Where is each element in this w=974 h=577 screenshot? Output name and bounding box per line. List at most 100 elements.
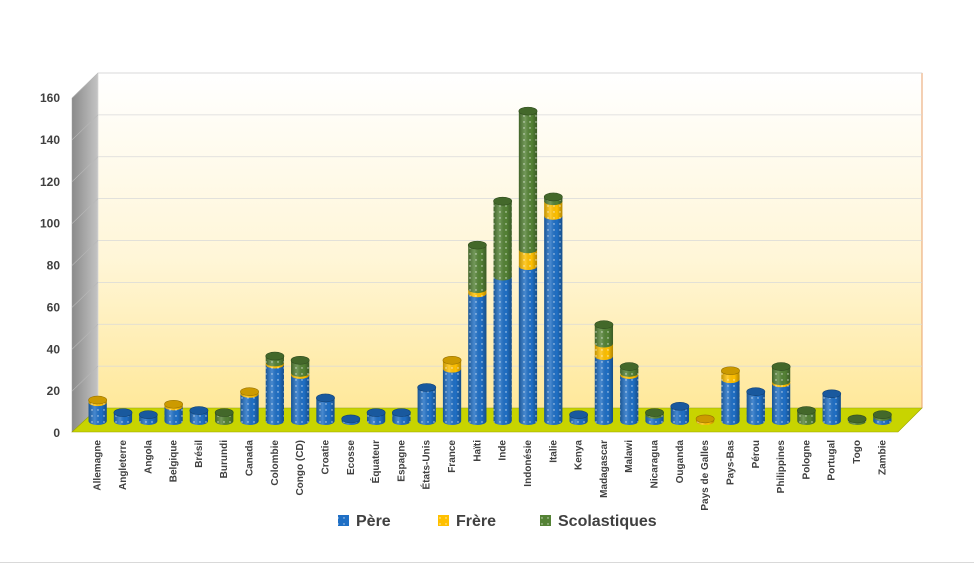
x-category-label: France: [447, 440, 458, 473]
bar-segment-texture: [594, 343, 614, 361]
bar-segment-texture: [544, 215, 563, 425]
y-tick-label: 80: [47, 259, 61, 273]
bar-stack: [822, 389, 842, 425]
legend-label: Père: [356, 513, 391, 530]
x-category-label: Brésil: [194, 440, 205, 468]
x-category-label: Espagne: [396, 440, 407, 482]
gridline-side: [71, 198, 99, 224]
bar-segment-texture: [164, 406, 183, 425]
bar-segment-texture: [620, 374, 639, 425]
bar-segment-texture: [240, 393, 259, 425]
x-category-label: Belgique: [169, 440, 180, 483]
bar-stack: [189, 406, 209, 425]
gridline-side: [71, 72, 99, 99]
x-category-label: Pays de Galles: [700, 440, 711, 511]
bar-stack: [695, 414, 715, 425]
x-category-label: États-Unis: [420, 440, 433, 490]
bar-stack: [543, 192, 563, 425]
bar-top-cap: [796, 406, 816, 415]
bar-segment-texture: [518, 111, 538, 254]
bar-stack: [746, 387, 766, 425]
bar-segment-texture: [771, 383, 791, 425]
bar-stack: [240, 387, 259, 425]
bar-stack: [872, 410, 892, 425]
legend-label: Scolastiques: [558, 513, 657, 530]
bar-stack: [594, 320, 614, 425]
bar-top-cap: [88, 395, 108, 405]
bar-top-cap: [189, 406, 209, 415]
bar-stack: [366, 408, 386, 425]
bar-stack: [391, 408, 411, 425]
bar-top-cap: [670, 402, 690, 411]
bar-stack: [619, 362, 639, 425]
y-tick-label: 140: [40, 133, 60, 147]
bar-stack: [316, 393, 335, 425]
y-axis-ticks: 0 20 40 60 80 100 120 140 160: [40, 91, 60, 440]
bar-top-cap: [822, 389, 842, 399]
bar-stack: [569, 410, 589, 425]
x-category-label: Colombie: [270, 440, 281, 486]
bar-top-cap: [316, 393, 335, 403]
legend-item: Frère: [438, 513, 496, 530]
x-category-label: Indonésie: [523, 440, 534, 487]
bar-segment-texture: [291, 374, 310, 425]
x-category-label: Zambie: [877, 440, 888, 475]
sheet-grid-strip: [0, 562, 974, 577]
x-category-label: Équateur: [369, 440, 382, 483]
bar-segment-texture: [771, 366, 791, 386]
bar-segment-texture: [721, 379, 740, 425]
bar-stack: [771, 362, 791, 425]
x-category-label: Portugal: [827, 440, 838, 481]
y-tick-label: 20: [47, 384, 61, 398]
x-category-label: Congo (CD): [295, 440, 306, 496]
bar-segment-texture: [442, 368, 462, 425]
x-category-label: Philippines: [776, 440, 787, 494]
bar-segment-texture: [468, 293, 487, 425]
bar-segment-texture: [468, 245, 487, 294]
bar-top-cap: [594, 320, 614, 329]
x-category-label: Nicaragua: [650, 440, 661, 489]
x-category-label: Kenya: [574, 440, 585, 470]
bar-stack: [138, 410, 158, 425]
bar-segment-texture: [594, 324, 614, 348]
bar-top-cap: [467, 240, 487, 250]
gridline-side: [71, 282, 99, 308]
bar-top-cap: [290, 355, 310, 365]
bar-top-cap: [721, 366, 740, 376]
bar-segment-texture: [316, 397, 335, 425]
legend-swatch-texture: [338, 515, 349, 526]
bar-segment-texture: [544, 201, 563, 220]
bar-top-cap: [391, 408, 411, 417]
chart-side-wall: [71, 72, 99, 433]
gridline-side: [71, 324, 99, 350]
x-category-label: Haïti: [472, 440, 483, 462]
bar-top-cap: [619, 362, 639, 371]
bar-stack: [847, 414, 867, 425]
x-category-label: Ouganda: [675, 440, 686, 484]
legend-label: Frère: [456, 513, 496, 530]
x-category-label: Allemagne: [93, 440, 104, 491]
bar-segment-texture: [670, 406, 689, 425]
x-category-label: Pérou: [751, 440, 762, 468]
bars: [88, 106, 892, 425]
bar-stack: [796, 406, 816, 425]
x-category-label: Burundi: [219, 440, 230, 479]
gridline-side: [71, 240, 99, 266]
bar-segment-texture: [518, 266, 538, 425]
bar-segment-texture: [493, 276, 512, 425]
bar-top-cap: [543, 192, 563, 202]
bar-segment-texture: [822, 393, 841, 425]
legend-swatch-texture: [438, 515, 449, 526]
x-category-label: Pays-Bas: [725, 440, 736, 485]
bar-top-cap: [240, 387, 259, 396]
bar-stack: [493, 196, 513, 425]
bar-stack: [164, 399, 184, 425]
bar-segment-texture: [88, 402, 107, 425]
y-tick-label: 40: [47, 342, 61, 356]
bar-top-cap: [214, 408, 234, 417]
x-category-label: Ecosse: [346, 440, 357, 475]
bar-segment-texture: [417, 387, 436, 425]
y-tick-label: 100: [40, 217, 60, 231]
bar-segment-texture: [265, 364, 284, 425]
bar-stack: [467, 240, 487, 425]
